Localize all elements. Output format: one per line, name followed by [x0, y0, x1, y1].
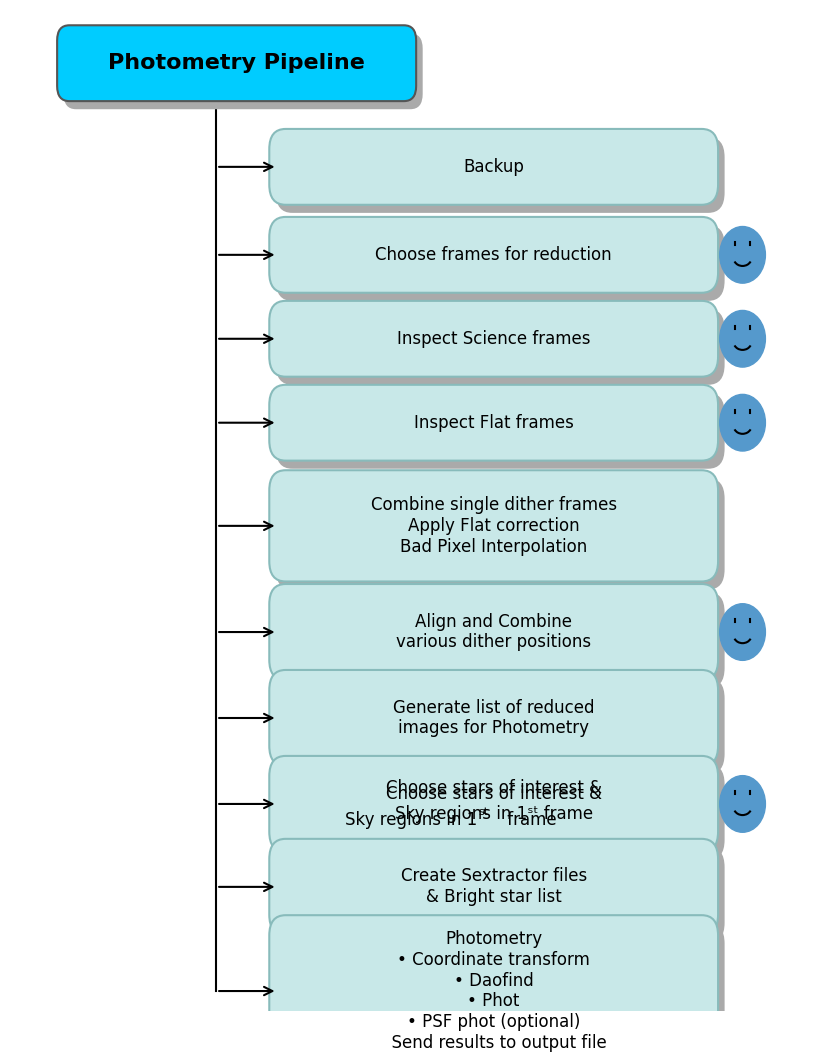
- Text: Align and Combine
various dither positions: Align and Combine various dither positio…: [396, 612, 592, 652]
- FancyBboxPatch shape: [269, 470, 718, 582]
- Text: Combine single dither frames
Apply Flat correction
Bad Pixel Interpolation: Combine single dither frames Apply Flat …: [370, 496, 617, 555]
- FancyBboxPatch shape: [276, 847, 725, 943]
- Text: frame: frame: [502, 811, 557, 829]
- FancyBboxPatch shape: [269, 584, 718, 680]
- FancyBboxPatch shape: [276, 923, 725, 1056]
- Circle shape: [720, 776, 765, 832]
- FancyBboxPatch shape: [269, 670, 718, 766]
- FancyBboxPatch shape: [269, 384, 718, 460]
- Circle shape: [720, 604, 765, 660]
- FancyBboxPatch shape: [269, 301, 718, 377]
- FancyBboxPatch shape: [276, 592, 725, 689]
- Circle shape: [720, 310, 765, 367]
- Text: Choose frames for reduction: Choose frames for reduction: [375, 246, 612, 264]
- FancyBboxPatch shape: [64, 34, 423, 109]
- Circle shape: [720, 394, 765, 451]
- Text: Inspect Flat frames: Inspect Flat frames: [414, 414, 574, 432]
- Text: st: st: [478, 807, 488, 817]
- FancyBboxPatch shape: [269, 916, 718, 1056]
- Text: Generate list of reduced
images for Photometry: Generate list of reduced images for Phot…: [393, 699, 594, 737]
- Text: Create Sextractor files
& Bright star list: Create Sextractor files & Bright star li…: [401, 867, 587, 906]
- FancyBboxPatch shape: [269, 838, 718, 935]
- FancyBboxPatch shape: [276, 225, 725, 301]
- Text: Backup: Backup: [463, 157, 524, 176]
- FancyBboxPatch shape: [276, 309, 725, 384]
- Text: Sky regions in 1: Sky regions in 1: [345, 811, 477, 829]
- FancyBboxPatch shape: [276, 678, 725, 774]
- Text: Inspect Science frames: Inspect Science frames: [397, 329, 591, 347]
- Text: Photometry Pipeline: Photometry Pipeline: [109, 53, 365, 73]
- FancyBboxPatch shape: [269, 129, 718, 205]
- FancyBboxPatch shape: [276, 763, 725, 860]
- FancyBboxPatch shape: [57, 25, 416, 101]
- FancyBboxPatch shape: [269, 756, 718, 852]
- Text: Choose stars of interest &: Choose stars of interest &: [386, 778, 601, 797]
- FancyBboxPatch shape: [276, 137, 725, 213]
- FancyBboxPatch shape: [276, 478, 725, 589]
- FancyBboxPatch shape: [269, 216, 718, 293]
- Text: Choose stars of interest &
Sky regions in 1ˢᵗ frame: Choose stars of interest & Sky regions i…: [386, 785, 601, 824]
- Circle shape: [720, 227, 765, 283]
- FancyBboxPatch shape: [276, 393, 725, 469]
- Text: Photometry
• Coordinate transform
• Daofind
• Phot
• PSF phot (optional)
  Send : Photometry • Coordinate transform • Daof…: [381, 930, 606, 1052]
